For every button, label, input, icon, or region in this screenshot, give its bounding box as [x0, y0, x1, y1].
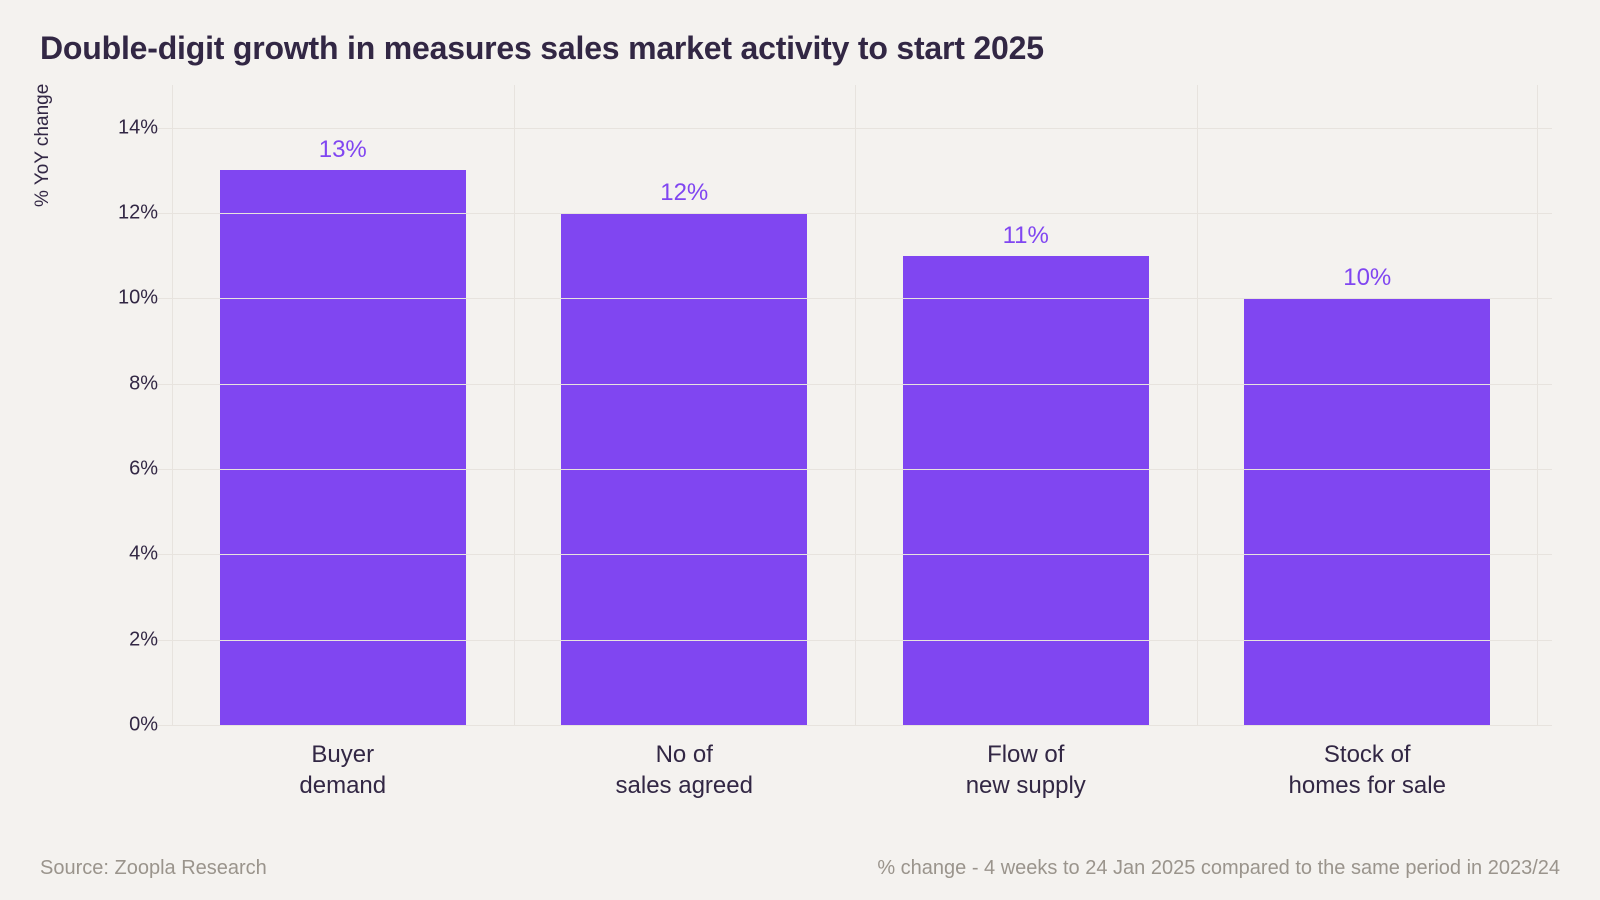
chart-footer: Source: Zoopla Research % change - 4 wee…	[40, 857, 1560, 880]
bar-value-label: 11%	[1003, 222, 1049, 250]
bar: 11%	[903, 256, 1149, 725]
grid-line	[158, 725, 1552, 726]
bar: 10%	[1244, 298, 1490, 725]
source-text: Source: Zoopla Research	[40, 857, 267, 880]
grid-line	[158, 554, 1552, 555]
y-tick-label: 0%	[110, 714, 158, 737]
y-tick-label: 4%	[110, 543, 158, 566]
y-tick-label: 12%	[110, 202, 158, 225]
grid-line	[158, 213, 1552, 214]
bar-slot: 12%	[514, 85, 856, 725]
y-tick-label: 2%	[110, 628, 158, 651]
y-tick-label: 10%	[110, 287, 158, 310]
bar-slot: 10%	[1197, 85, 1539, 725]
x-axis-label: Flow ofnew supply	[855, 733, 1197, 801]
grid-line	[158, 128, 1552, 129]
chart-title: Double-digit growth in measures sales ma…	[40, 30, 1560, 67]
x-axis-label: No ofsales agreed	[514, 733, 856, 801]
x-axis-label: Stock ofhomes for sale	[1197, 733, 1539, 801]
bar-value-label: 10%	[1343, 264, 1391, 292]
grid-line	[158, 384, 1552, 385]
bar: 13%	[220, 170, 466, 725]
x-axis: BuyerdemandNo ofsales agreedFlow ofnew s…	[158, 733, 1552, 801]
bar-slot: 13%	[172, 85, 514, 725]
grid-line	[158, 469, 1552, 470]
chart-page: Double-digit growth in measures sales ma…	[0, 0, 1600, 900]
grid-line	[158, 640, 1552, 641]
grid-line	[158, 298, 1552, 299]
y-tick-label: 14%	[110, 116, 158, 139]
bar-value-label: 13%	[319, 136, 367, 164]
chart-area: % YoY change 13%12%11%10% 0%2%4%6%8%10%1…	[40, 85, 1560, 825]
footnote-text: % change - 4 weeks to 24 Jan 2025 compar…	[877, 857, 1560, 880]
plot-region: 13%12%11%10% 0%2%4%6%8%10%12%14%	[110, 85, 1552, 725]
bar-slot: 11%	[855, 85, 1197, 725]
bars-container: 13% 12% 11% 10%	[158, 85, 1552, 725]
x-axis-label: Buyerdemand	[172, 733, 514, 801]
y-axis-label: % YoY change	[32, 84, 54, 207]
y-tick-label: 8%	[110, 372, 158, 395]
y-tick-label: 6%	[110, 458, 158, 481]
bar-value-label: 12%	[660, 179, 708, 207]
